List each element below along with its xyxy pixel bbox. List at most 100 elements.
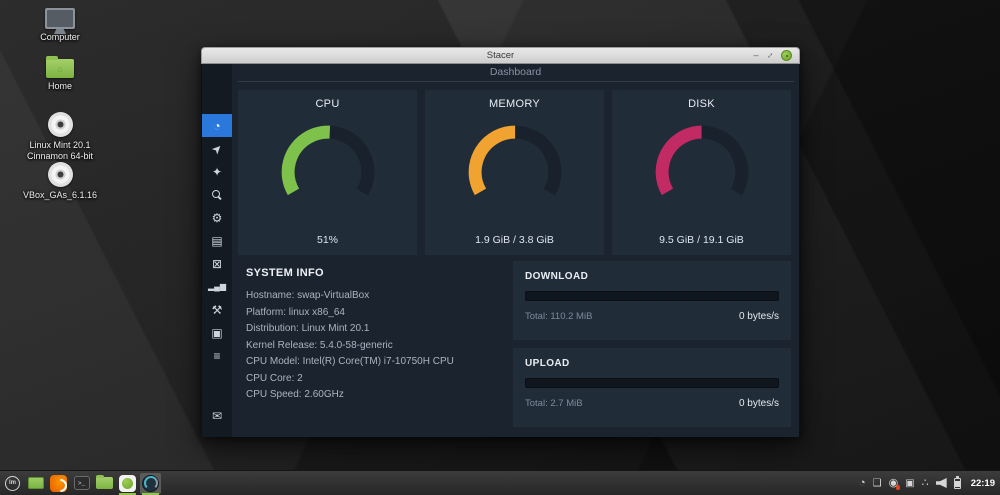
system-info-cpu-speed: CPU Speed: 2.60GHz bbox=[246, 389, 344, 400]
stacer-tray-icon[interactable]: ◔ bbox=[859, 476, 866, 489]
header-separator bbox=[238, 81, 794, 82]
bar-chart-icon: ▂▄▆ bbox=[208, 282, 226, 291]
download-title: DOWNLOAD bbox=[525, 271, 589, 282]
download-card: DOWNLOAD Total: 110.2 MiB 0 bytes/s bbox=[513, 261, 791, 340]
volume-icon[interactable] bbox=[935, 478, 947, 488]
upload-card: UPLOAD Total: 2.7 MiB 0 bytes/s bbox=[513, 348, 791, 427]
sidebar: ◔ ➤ ✦ ⚙ ▤ ⊠ ▂▄▆ ⚒ ▣ ≡ ✉ bbox=[202, 64, 232, 437]
mint-menu-button[interactable]: lm bbox=[2, 473, 23, 494]
sidebar-item-resources[interactable]: ▂▄▆ bbox=[202, 275, 232, 298]
memory-card-title: MEMORY bbox=[488, 98, 541, 110]
network-icon[interactable]: ∴ bbox=[921, 476, 929, 489]
feedback-icon: ✉ bbox=[211, 408, 223, 423]
home-folder-icon: ⌂ bbox=[46, 56, 74, 78]
window-title: Stacer bbox=[486, 50, 515, 61]
package-icon: ▣ bbox=[211, 325, 223, 340]
desktop-icon-label: Home bbox=[47, 81, 72, 91]
system-info-panel: SYSTEM INFO Hostname: swap-VirtualBox Pl… bbox=[238, 261, 505, 429]
window-titlebar[interactable]: Stacer – ↕ bbox=[201, 47, 800, 64]
download-rate: 0 bytes/s bbox=[738, 311, 779, 322]
disk-card-title: DISK bbox=[688, 98, 715, 110]
cpu-gauge bbox=[281, 125, 374, 219]
system-info-platform: Platform: linux x86_64 bbox=[246, 306, 345, 318]
minimize-button[interactable]: – bbox=[753, 50, 759, 60]
desktop-icon-mint-iso[interactable]: Linux Mint 20.1 Cinnamon 64-bit bbox=[21, 112, 99, 161]
software-manager-launcher[interactable] bbox=[117, 473, 138, 495]
cpu-card-title: CPU bbox=[315, 98, 340, 110]
stacer-window: Stacer – ↕ ◔ ➤ ✦ ⚙ ▤ ⊠ ▂▄▆ ⚒ ▣ ≡ ✉ bbox=[201, 47, 800, 437]
taskbar: lm >_ ◔ ❑ ◉ ▣ ∴ 22:19 bbox=[0, 470, 1000, 495]
sidebar-item-system-cleaner[interactable]: ✦ bbox=[202, 160, 232, 183]
system-tray: ◔ ❑ ◉ ▣ ∴ 22:19 bbox=[859, 476, 995, 490]
sidebar-item-feedback[interactable]: ✉ bbox=[202, 404, 232, 427]
sidebar-item-apt-repository[interactable]: ▣ bbox=[202, 321, 232, 344]
sidebar-item-services[interactable]: ⚙ bbox=[202, 206, 232, 229]
gear-icon: ⚙ bbox=[211, 210, 223, 225]
firefox-icon bbox=[50, 474, 67, 492]
memory-card: MEMORY 1.9 GiB / 3.8 GiB bbox=[425, 90, 604, 255]
system-info-cpu-model: CPU Model: Intel(R) Core(TM) i7-10750H C… bbox=[246, 356, 454, 367]
sidebar-item-processes[interactable]: ▤ bbox=[202, 229, 232, 252]
cpu-value: 51% bbox=[316, 234, 338, 246]
desktop-icon-vbox-gas[interactable]: VBox_GAs_6.1.16 bbox=[21, 162, 99, 201]
show-desktop-icon bbox=[27, 477, 44, 489]
disc-icon bbox=[47, 112, 73, 137]
desktop-icon-computer[interactable]: Computer bbox=[21, 8, 99, 43]
system-info-distribution: Distribution: Linux Mint 20.1 bbox=[246, 323, 370, 334]
broom-icon: ✦ bbox=[211, 164, 223, 179]
firefox-launcher[interactable] bbox=[48, 473, 69, 494]
sidebar-item-settings[interactable]: ≡ bbox=[202, 344, 232, 367]
removable-media-icon[interactable]: ▣ bbox=[905, 477, 915, 489]
software-manager-icon bbox=[119, 474, 136, 492]
mint-logo-icon: lm bbox=[5, 475, 20, 491]
sidebar-item-dashboard[interactable]: ◔ bbox=[202, 114, 232, 137]
show-desktop-button[interactable] bbox=[25, 473, 46, 494]
search-icon bbox=[212, 189, 222, 200]
upload-progress-bar bbox=[525, 378, 779, 388]
terminal-icon: >_ bbox=[73, 476, 90, 490]
dashboard-gauge-icon: ◔ bbox=[213, 118, 221, 133]
stacer-icon bbox=[142, 474, 159, 492]
sidebar-item-search[interactable] bbox=[202, 183, 232, 206]
battery-icon[interactable] bbox=[953, 476, 961, 489]
upload-total: Total: 2.7 MiB bbox=[525, 398, 583, 409]
memory-gauge bbox=[468, 125, 561, 219]
tools-icon: ⚒ bbox=[211, 302, 223, 317]
desktop-icon-home[interactable]: ⌂ Home bbox=[21, 55, 99, 92]
process-list-icon: ▤ bbox=[211, 233, 223, 248]
sidebar-item-uninstaller[interactable]: ⊠ bbox=[202, 252, 232, 275]
disk-value: 9.5 GiB / 19.1 GiB bbox=[659, 234, 744, 246]
upload-title: UPLOAD bbox=[525, 358, 570, 369]
update-notification-dot bbox=[895, 485, 901, 490]
system-info-cpu-core: CPU Core: 2 bbox=[246, 372, 303, 384]
disk-card: DISK 9.5 GiB / 19.1 GiB bbox=[612, 90, 791, 255]
system-info-kernel: Kernel Release: 5.4.0-58-generic bbox=[246, 339, 393, 351]
disc-icon bbox=[47, 162, 73, 187]
sidebar-item-startup-apps[interactable]: ➤ bbox=[202, 137, 232, 160]
upload-rate: 0 bytes/s bbox=[738, 398, 779, 409]
download-progress-bar bbox=[525, 291, 779, 301]
download-total: Total: 110.2 MiB bbox=[525, 311, 593, 322]
dashboard-page: Dashboard CPU 51% MEMORY bbox=[232, 64, 799, 437]
close-button[interactable] bbox=[781, 50, 792, 61]
terminal-launcher[interactable]: >_ bbox=[71, 473, 92, 494]
memory-value: 1.9 GiB / 3.8 GiB bbox=[475, 234, 554, 246]
stacer-taskbar-button[interactable] bbox=[140, 472, 161, 495]
cpu-card: CPU 51% bbox=[238, 90, 417, 255]
clock[interactable]: 22:19 bbox=[970, 477, 995, 489]
system-info-title: SYSTEM INFO bbox=[246, 267, 324, 279]
sidebar-item-helpers[interactable]: ⚒ bbox=[202, 298, 232, 321]
maximize-button[interactable]: ↕ bbox=[764, 50, 776, 61]
rocket-icon: ➤ bbox=[208, 139, 226, 158]
window-indicator-icon[interactable]: ❑ bbox=[872, 477, 882, 489]
desktop-icon-label: VBox_GAs_6.1.16 bbox=[22, 190, 98, 200]
files-launcher[interactable] bbox=[94, 473, 115, 494]
page-title: Dashboard bbox=[489, 66, 542, 78]
uninstall-box-icon: ⊠ bbox=[211, 256, 223, 271]
update-manager-icon[interactable]: ◉ bbox=[888, 476, 901, 490]
sliders-icon: ≡ bbox=[213, 348, 221, 363]
desktop-icon-label: Computer bbox=[40, 32, 80, 42]
folder-icon bbox=[96, 474, 113, 489]
disk-gauge bbox=[655, 125, 748, 219]
